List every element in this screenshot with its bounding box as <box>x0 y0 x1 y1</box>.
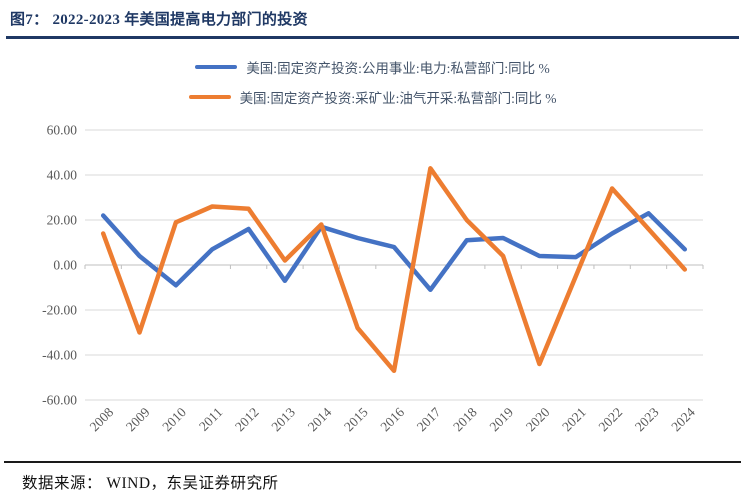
legend-swatch-oil-gas <box>188 94 231 100</box>
legend-swatch-power <box>195 64 238 70</box>
svg-text:60.00: 60.00 <box>47 123 78 138</box>
legend-label-power: 美国:固定资产投资:公用事业:电力:私营部门:同比 % <box>246 61 550 76</box>
svg-text:2009: 2009 <box>123 404 153 434</box>
series-line-oil-gas <box>100 166 688 374</box>
svg-text:40.00: 40.00 <box>47 168 78 183</box>
legend-label-oil-gas: 美国:固定资产投资:采矿业:油气开采:私营部门:同比 % <box>239 91 557 106</box>
svg-text:2016: 2016 <box>377 404 407 434</box>
figure-title: 图7： 2022-2023 年美国提高电力部门的投资 <box>10 12 308 28</box>
data-source-note: 数据来源： WIND，东吴证券研究所 <box>22 475 279 492</box>
svg-text:2018: 2018 <box>450 404 480 434</box>
svg-text:2012: 2012 <box>232 405 262 435</box>
svg-text:2014: 2014 <box>305 404 335 434</box>
svg-text:2021: 2021 <box>559 405 589 435</box>
svg-text:0.00: 0.00 <box>53 258 77 273</box>
svg-text:2022: 2022 <box>596 405 626 435</box>
svg-text:2017: 2017 <box>414 404 444 434</box>
line-chart-svg: 60.00 40.00 20.00 0.00 -20.00 -40.00 -60.00 200… <box>42 123 704 434</box>
svg-text:2013: 2013 <box>268 404 298 434</box>
svg-text:-60.00: -60.00 <box>42 393 77 408</box>
svg-text:2019: 2019 <box>486 404 516 434</box>
svg-text:-20.00: -20.00 <box>42 303 77 318</box>
svg-text:2011: 2011 <box>196 405 225 434</box>
x-axis-labels: 2008 2009 2010 2011 2012 2013 2014 2015 2016 2017… <box>87 404 699 434</box>
x-axis-ticks <box>84 265 704 269</box>
svg-text:2008: 2008 <box>87 404 117 434</box>
bottom-divider <box>4 461 741 463</box>
svg-text:2010: 2010 <box>159 404 189 434</box>
svg-text:2015: 2015 <box>341 404 371 434</box>
line-chart: 60.00 40.00 20.00 0.00 -20.00 -40.00 -60.00 200… <box>0 110 745 458</box>
y-axis-labels: 60.00 40.00 20.00 0.00 -20.00 -40.00 -60.00 <box>42 123 77 408</box>
svg-text:2024: 2024 <box>668 404 698 434</box>
svg-text:2020: 2020 <box>523 404 553 434</box>
chart-legend: 美国:固定资产投资:公用事业:电力:私营部门:同比 % 美国:固定资产投资:采矿… <box>0 57 745 107</box>
svg-text:2023: 2023 <box>632 404 662 434</box>
svg-text:-40.00: -40.00 <box>42 348 77 363</box>
gridlines <box>85 129 703 401</box>
title-divider <box>6 36 739 39</box>
svg-text:20.00: 20.00 <box>47 213 78 228</box>
legend-item-oil-gas: 美国:固定资产投资:采矿业:油气开采:私营部门:同比 % <box>188 87 557 107</box>
legend-item-power: 美国:固定资产投资:公用事业:电力:私营部门:同比 % <box>195 57 550 77</box>
